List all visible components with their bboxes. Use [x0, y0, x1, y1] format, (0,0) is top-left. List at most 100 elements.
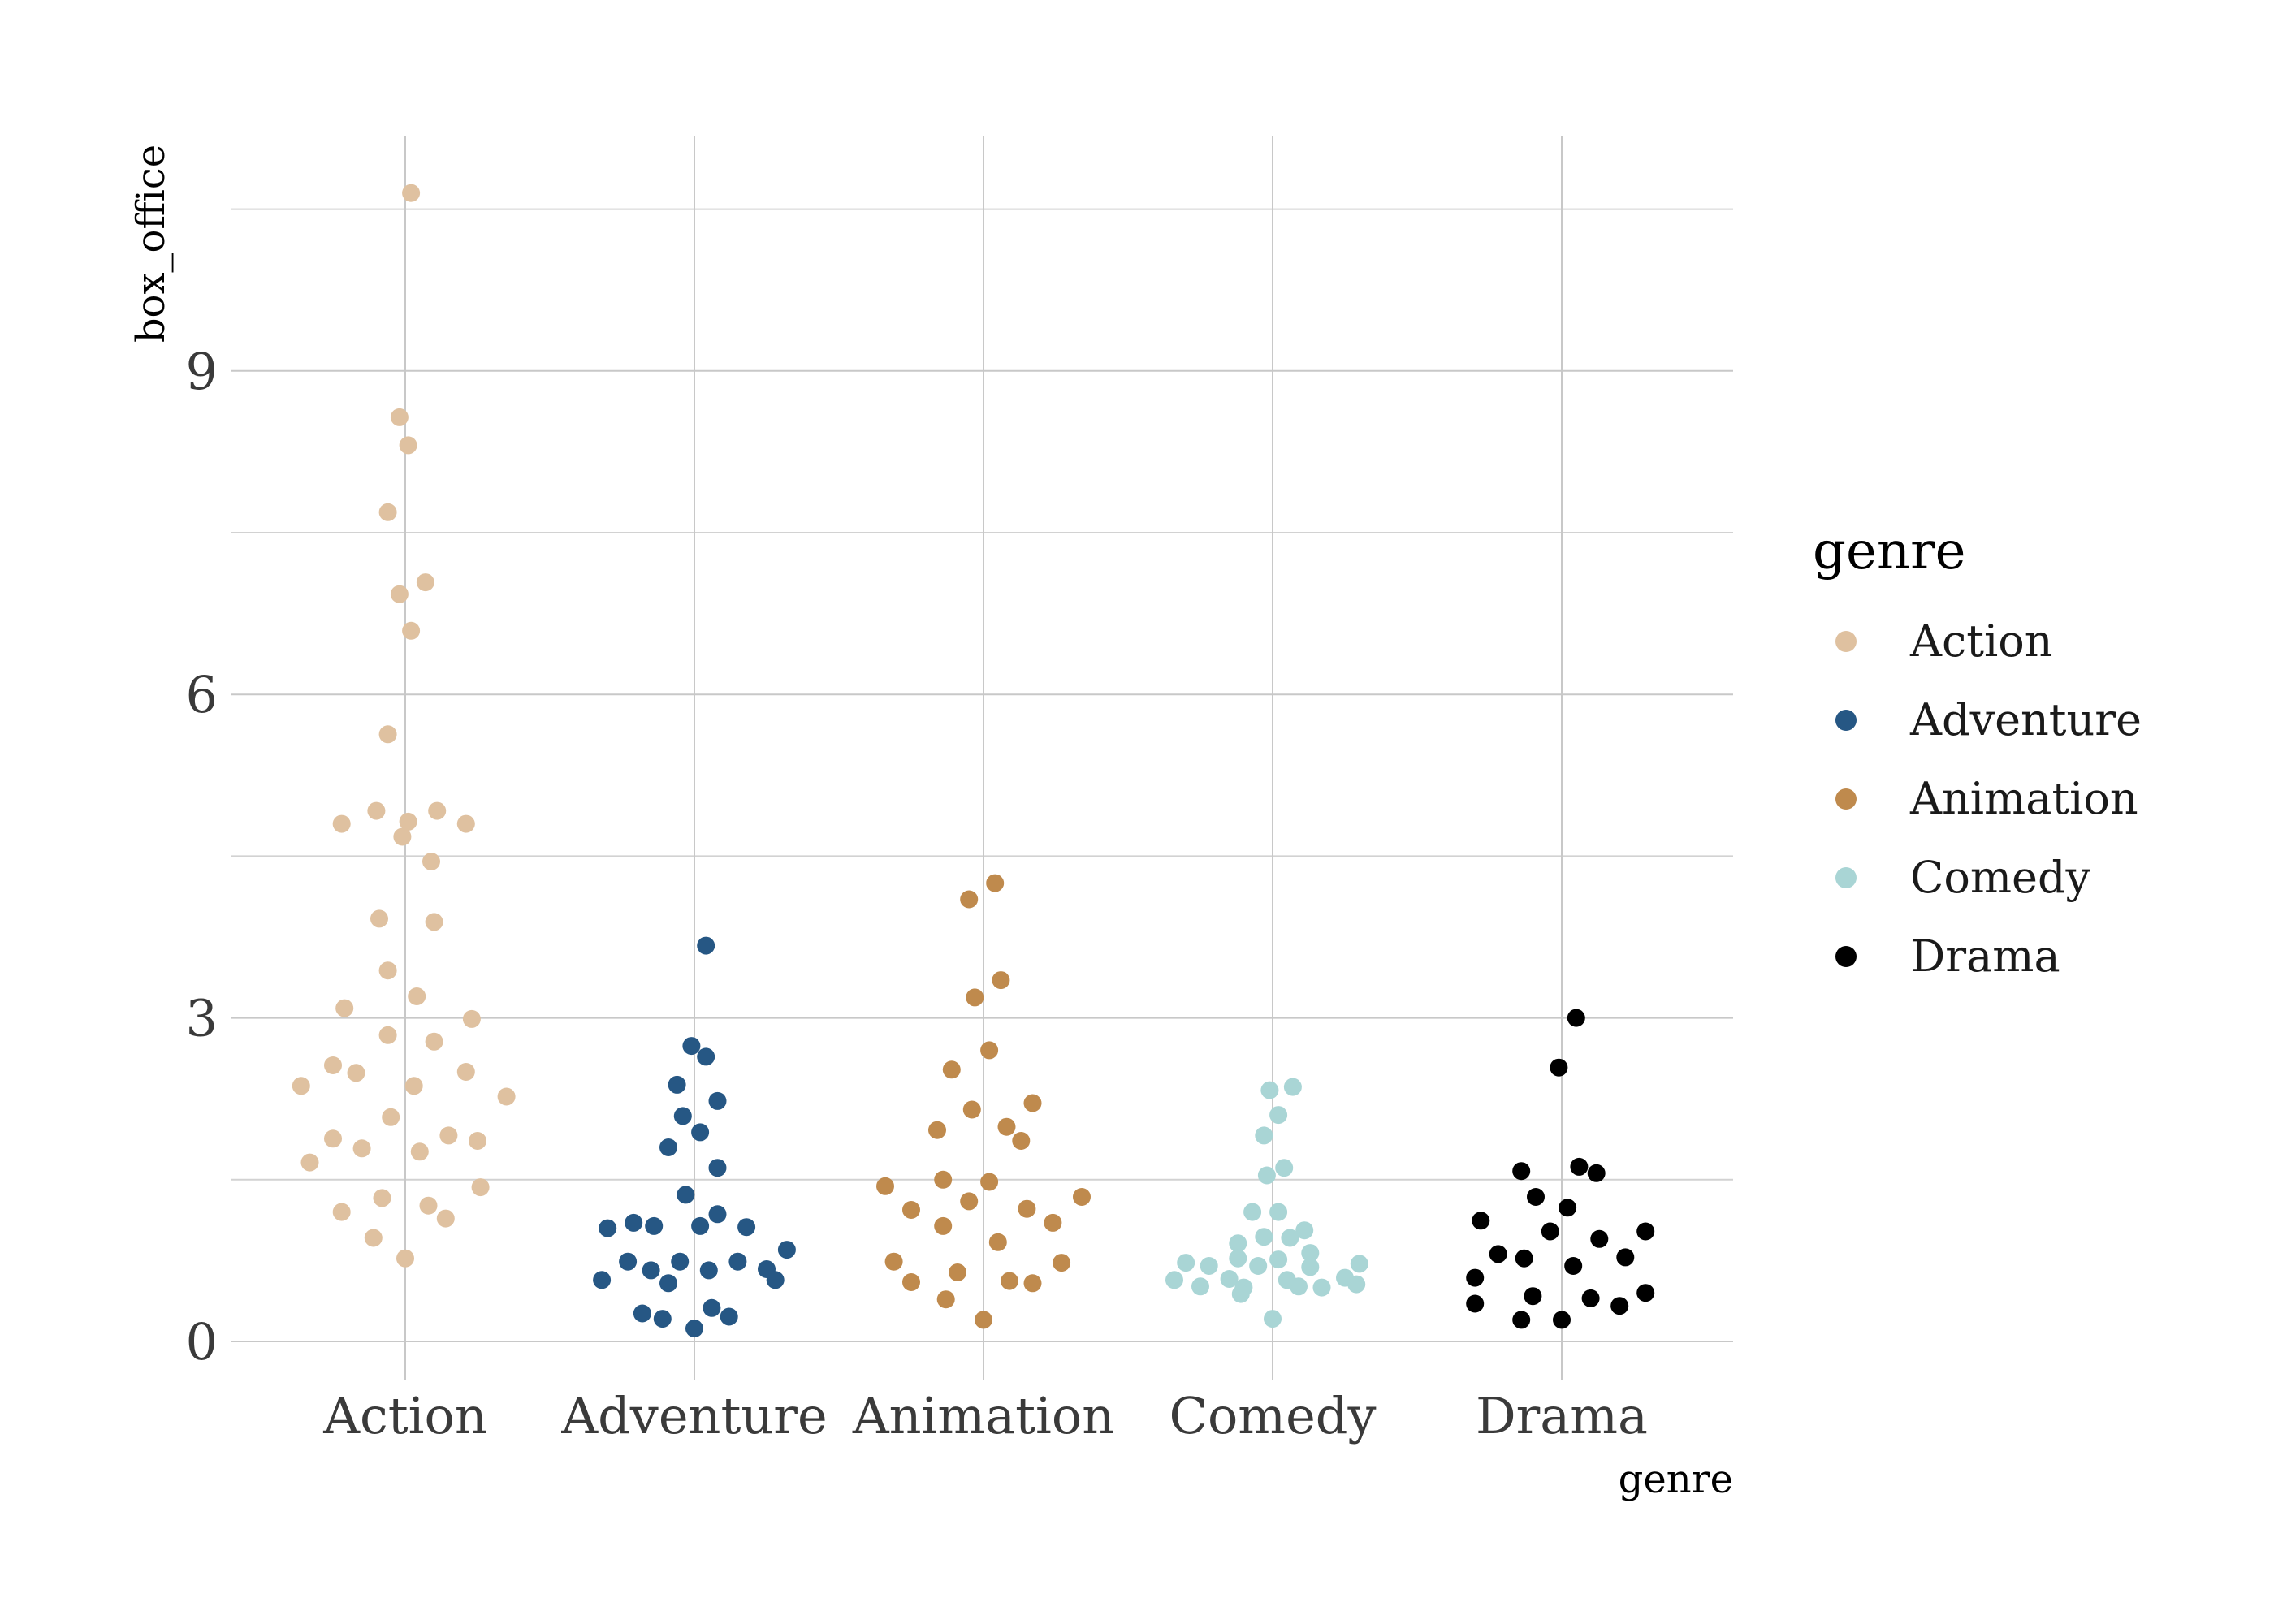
point-adventure [691, 1123, 710, 1142]
point-drama [1559, 1199, 1577, 1217]
point-action [332, 1203, 351, 1221]
point-comedy [1275, 1159, 1294, 1177]
point-comedy [1269, 1106, 1288, 1125]
point-adventure [671, 1252, 690, 1271]
point-comedy [1301, 1244, 1320, 1263]
point-adventure [708, 1159, 727, 1177]
point-drama [1489, 1245, 1507, 1263]
point-animation [928, 1121, 946, 1139]
point-action [292, 1077, 310, 1095]
point-comedy [1249, 1257, 1268, 1275]
legend-label-comedy: Comedy [1910, 852, 2091, 903]
point-drama [1636, 1284, 1655, 1302]
point-drama [1512, 1311, 1531, 1329]
point-adventure [777, 1241, 796, 1259]
point-action [462, 1009, 481, 1028]
point-animation [975, 1311, 992, 1329]
legend-key-action [1835, 631, 1857, 652]
point-drama [1567, 1009, 1585, 1027]
grid-lines [231, 136, 1733, 1380]
point-animation [1018, 1199, 1036, 1218]
legend-key-drama [1835, 946, 1857, 967]
point-comedy [1231, 1285, 1250, 1303]
point-animation [876, 1177, 894, 1195]
point-action [471, 1178, 490, 1197]
y-tick-label: 3 [186, 989, 218, 1048]
point-drama [1466, 1268, 1485, 1287]
point-drama [1527, 1188, 1545, 1206]
point-animation [934, 1170, 953, 1189]
point-comedy [1260, 1081, 1279, 1099]
point-action [439, 1126, 458, 1145]
point-action [364, 1229, 383, 1247]
point-animation [962, 1100, 981, 1119]
point-action [324, 1129, 342, 1148]
y-tick-label: 0 [186, 1312, 218, 1371]
point-action [396, 1249, 414, 1268]
point-comedy [1255, 1228, 1273, 1246]
data-points [292, 184, 1655, 1338]
point-adventure [668, 1075, 686, 1094]
point-comedy [1269, 1203, 1288, 1221]
point-animation [960, 890, 979, 909]
point-drama [1581, 1289, 1600, 1307]
legend-title: genre [1813, 521, 1966, 581]
point-action [422, 853, 440, 870]
point-animation [1053, 1254, 1071, 1272]
point-adventure [728, 1252, 747, 1271]
point-animation [997, 1117, 1016, 1136]
point-action [402, 184, 421, 202]
point-adventure [619, 1252, 638, 1271]
point-animation [1044, 1213, 1062, 1232]
point-adventure [766, 1271, 785, 1289]
x-tick-label: Adventure [560, 1386, 827, 1445]
point-action [390, 408, 409, 426]
point-animation [936, 1290, 955, 1309]
legend-items: Action Adventure Animation Comedy Drama [1835, 615, 2142, 982]
point-comedy [1255, 1126, 1273, 1145]
point-animation [960, 1192, 979, 1211]
y-tick-label: 6 [186, 665, 218, 724]
point-action [373, 1189, 391, 1207]
point-comedy [1281, 1229, 1299, 1247]
point-action [378, 725, 397, 744]
x-tick-label: Comedy [1169, 1386, 1377, 1445]
point-adventure [659, 1138, 677, 1156]
point-animation [902, 1273, 920, 1291]
point-drama [1472, 1212, 1490, 1230]
point-comedy [1269, 1250, 1288, 1269]
point-action [382, 1108, 400, 1126]
point-action [425, 1032, 443, 1051]
point-action [393, 827, 412, 846]
legend-key-animation [1835, 788, 1857, 810]
point-adventure [645, 1216, 664, 1235]
point-drama [1636, 1222, 1655, 1241]
x-tick-label: Drama [1476, 1386, 1648, 1445]
point-comedy [1220, 1270, 1239, 1288]
point-animation [992, 971, 1010, 990]
point-drama [1524, 1287, 1542, 1306]
point-comedy [1243, 1203, 1262, 1221]
point-drama [1564, 1257, 1583, 1275]
point-drama [1515, 1249, 1533, 1268]
point-comedy [1200, 1257, 1218, 1275]
point-comedy [1347, 1275, 1366, 1294]
point-action [367, 801, 386, 820]
point-animation [942, 1060, 961, 1079]
legend-key-adventure [1835, 710, 1857, 731]
point-adventure [697, 1047, 715, 1066]
point-drama [1541, 1222, 1559, 1241]
point-comedy [1295, 1221, 1314, 1240]
point-animation [1012, 1132, 1031, 1150]
point-comedy [1257, 1166, 1276, 1185]
point-action [378, 961, 397, 980]
point-comedy [1165, 1271, 1183, 1289]
point-comedy [1283, 1078, 1302, 1096]
point-adventure [699, 1261, 718, 1280]
point-action [370, 909, 388, 928]
point-action [399, 436, 417, 455]
point-action [324, 1056, 342, 1074]
legend-label-drama: Drama [1910, 931, 2060, 982]
y-axis-title: box_office [128, 145, 174, 343]
